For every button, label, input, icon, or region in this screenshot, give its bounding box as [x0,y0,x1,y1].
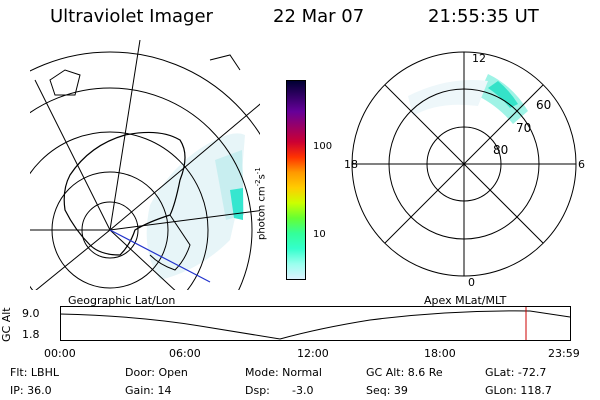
status-glat: GLat: -72.7 [485,366,547,379]
time-label: 21:55:35 UT [428,6,539,27]
instrument-title: Ultraviolet Imager [50,6,213,27]
timeline-xtick-0000: 00:00 [44,347,76,360]
timeline-xtick-1800: 18:00 [424,347,456,360]
status-dsp-value: -3.0 [292,384,314,397]
mlt-polar-plot: 12 18 6 0 60 70 80 [344,51,585,289]
status-filter: Flt: LBHL [10,366,59,379]
status-dsp: Dsp: [245,384,270,397]
unit-text: photon cm [256,186,268,240]
timeline-xtick-1200: 12:00 [297,347,329,360]
timeline-ytick-1.8: 1.8 [22,328,40,341]
coastline [49,69,81,96]
emission-region [408,80,488,116]
emission-region [230,188,243,220]
lat-label-80: 80 [493,143,508,157]
status-glon: GLon: 118.7 [485,384,552,397]
emission-region [488,81,518,108]
colorbar-tick-10: 10 [313,229,326,240]
status-ip: IP: 36.0 [10,384,52,397]
footpoint-track [109,229,211,283]
mlt-label-6: 6 [578,158,585,171]
colorbar-tick-100: 100 [313,141,333,152]
status-gain: Gain: 14 [125,384,172,397]
coastline [63,131,186,256]
lat-label-60: 60 [536,98,551,112]
colorbar-unit-label: photon cm-2s-1 [254,167,267,240]
status-mode: Mode: Normal [245,366,322,379]
geographic-map [30,40,260,290]
timeline-y-title: GC Alt [0,307,13,342]
altitude-curve [60,310,571,340]
mlt-label-12: 12 [472,52,486,65]
timeline-xtick-2359: 23:59 [548,347,580,360]
status-seq: Seq: 39 [366,384,408,397]
timeline-ytick-9: 9.0 [22,307,40,320]
unit-sup: -1 [254,167,262,175]
timeline-xtick-0600: 06:00 [169,347,201,360]
status-gc-alt: GC Alt: 8.6 Re [366,366,443,379]
colorbar [286,80,306,280]
unit-text: s [256,174,268,180]
mlt-label-18: 18 [344,158,358,171]
timeline-right-label: Apex MLat/MLT [424,294,507,307]
date-label: 22 Mar 07 [273,6,365,27]
status-door: Door: Open [125,366,188,379]
timeline-plot [60,306,571,341]
mlt-label-0: 0 [468,276,475,289]
coastline [209,54,241,71]
lat-label-70: 70 [516,121,531,135]
timeline-left-label: Geographic Lat/Lon [68,294,176,307]
coastline [149,214,191,271]
unit-sup: -2 [254,179,262,187]
